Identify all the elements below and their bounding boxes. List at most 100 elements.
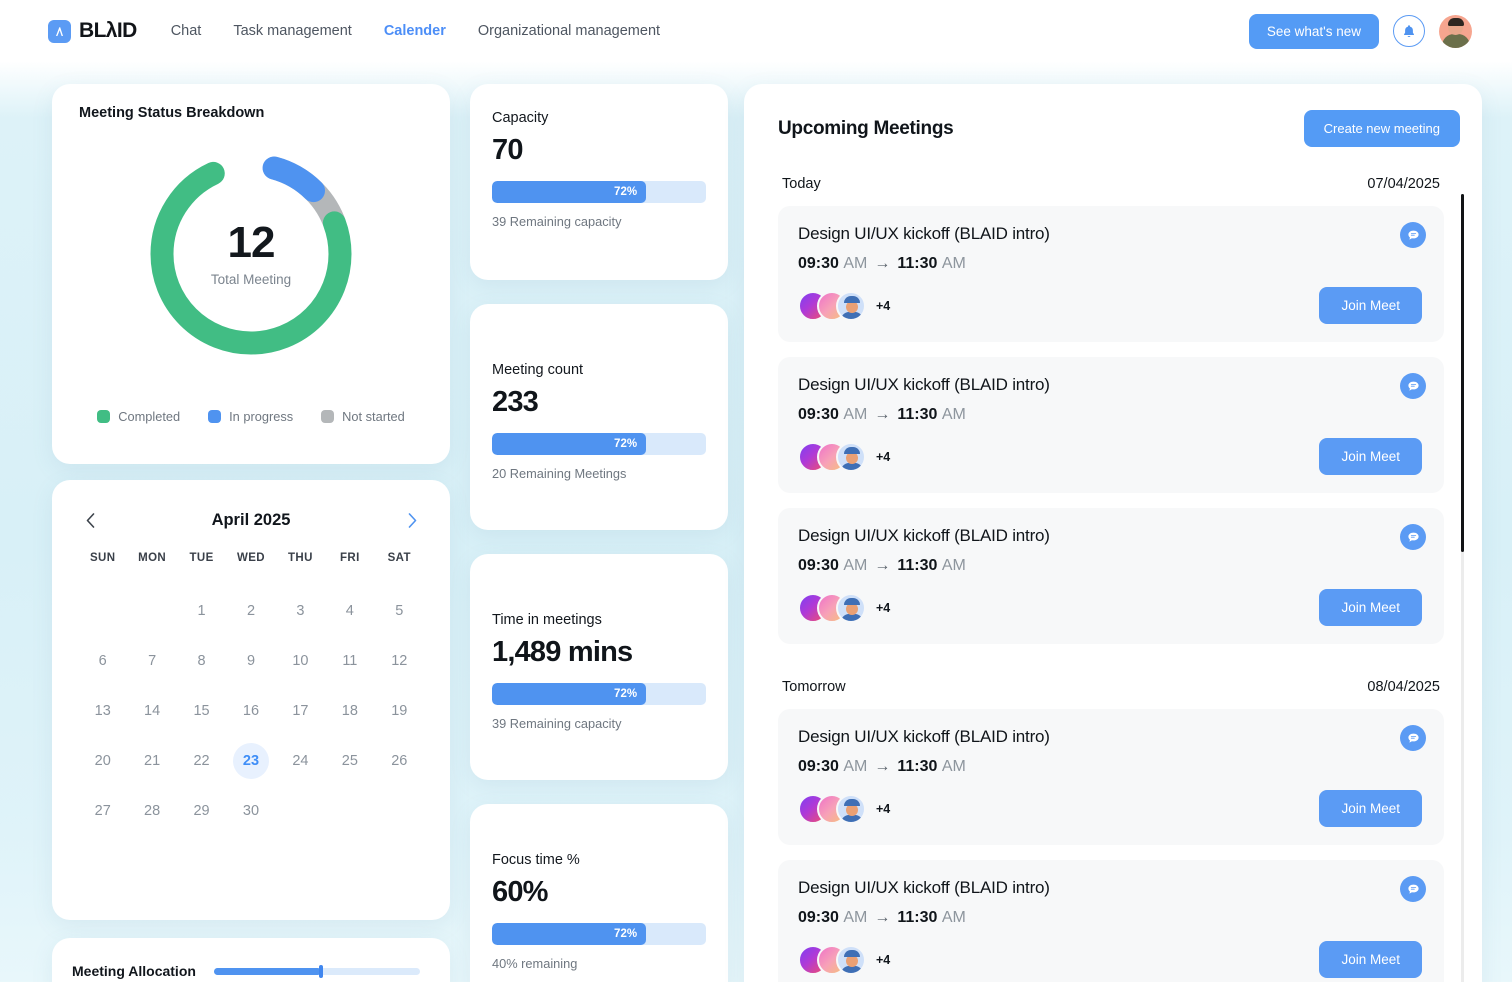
chat-bubble-icon (1407, 733, 1419, 743)
calendar-prev-button[interactable] (78, 508, 102, 532)
see-whats-new-button[interactable]: See what's new (1248, 13, 1379, 49)
stat-progress-fill-time-in-meetings: 72% (492, 683, 647, 705)
calendar-day-label: 22 (193, 753, 210, 769)
meetings-scrollbar[interactable] (1461, 194, 1464, 982)
calendar-day-13[interactable]: 13 (78, 686, 127, 736)
calendar-day-3[interactable]: 3 (276, 586, 325, 636)
meeting-end-time: 11:30 (897, 255, 938, 272)
calendar-day-4[interactable]: 4 (325, 586, 374, 636)
calendar-day-27[interactable]: 27 (78, 786, 127, 836)
meeting-chat-button[interactable] (1400, 725, 1426, 751)
calendar-day-25[interactable]: 25 (325, 736, 374, 786)
calendar-day-22[interactable]: 22 (177, 736, 226, 786)
calendar-day-20[interactable]: 20 (78, 736, 127, 786)
meeting-start-ampm: AM (843, 909, 868, 926)
brand-logo[interactable]: BLλID (48, 19, 137, 43)
nav-item-task-management[interactable]: Task management (233, 23, 352, 39)
stat-label-capacity: Capacity (492, 110, 549, 126)
meeting-chat-button[interactable] (1400, 524, 1426, 550)
stat-label-meeting-count: Meeting count (492, 362, 584, 378)
avatar-stack (798, 592, 866, 623)
calendar-day-11[interactable]: 11 (325, 636, 374, 686)
join-meet-button[interactable]: Join Meet (1319, 438, 1422, 475)
calendar-day-29[interactable]: 29 (177, 786, 226, 836)
meeting-attendees[interactable]: +4 (798, 592, 890, 623)
calendar-next-button[interactable] (400, 508, 424, 532)
donut-segment-completed (150, 153, 352, 355)
meeting-footer: +4 Join Meet (798, 941, 1422, 978)
stat-progress-percent-capacity: 72% (614, 186, 638, 198)
nav-item-organizational-management[interactable]: Organizational management (477, 23, 661, 39)
calendar-day-17[interactable]: 17 (276, 686, 325, 736)
calendar-day-19[interactable]: 19 (375, 686, 424, 736)
meeting-card[interactable]: Design UI/UX kickoff (BLAID intro) 09:30 … (778, 357, 1444, 493)
meeting-end-ampm: AM (941, 909, 966, 926)
nav-item-chat[interactable]: Chat (170, 23, 202, 39)
legend-label-not-started: Not started (342, 409, 405, 424)
lambda-icon (48, 19, 71, 43)
join-meet-button[interactable]: Join Meet (1319, 287, 1422, 324)
calendar-day-14[interactable]: 14 (127, 686, 176, 736)
calendar-dayname-sat: SAT (387, 552, 411, 564)
arrow-right-icon: → (874, 255, 891, 272)
calendar-day-label: 27 (94, 803, 111, 819)
join-meet-button[interactable]: Join Meet (1319, 589, 1422, 626)
meeting-time: 09:30 AM → 11:30 AM (798, 758, 1422, 776)
avatar-body (1441, 33, 1470, 48)
attendee-overflow-count: +4 (876, 801, 891, 816)
meeting-start-ampm: AM (843, 406, 868, 423)
meeting-card[interactable]: Design UI/UX kickoff (BLAID intro) 09:30 … (778, 860, 1444, 982)
calendar-day-5[interactable]: 5 (375, 586, 424, 636)
avatar-stack (798, 793, 866, 824)
bell-icon (1403, 24, 1415, 37)
stat-card-capacity: Capacity 70 72% 39 Remaining capacity (470, 84, 728, 280)
join-meet-button[interactable]: Join Meet (1319, 941, 1422, 978)
meeting-allocation-handle[interactable] (319, 964, 324, 978)
meetings-scrollbar-thumb[interactable] (1461, 194, 1464, 552)
meeting-start-ampm: AM (843, 758, 868, 775)
calendar-day-18[interactable]: 18 (325, 686, 374, 736)
calendar-day-23[interactable]: 23 (226, 736, 275, 786)
stat-progress-focus-time: 72% (492, 923, 706, 945)
meeting-time: 09:30 AM → 11:30 AM (798, 557, 1422, 575)
calendar-day-21[interactable]: 21 (127, 736, 176, 786)
notification-bell-button[interactable] (1393, 15, 1425, 47)
meeting-attendees[interactable]: +4 (798, 290, 890, 321)
calendar-day-7[interactable]: 7 (127, 636, 176, 686)
calendar-day-12[interactable]: 12 (375, 636, 424, 686)
calendar-day-26[interactable]: 26 (375, 736, 424, 786)
meeting-chat-button[interactable] (1400, 876, 1426, 902)
meeting-attendees[interactable]: +4 (798, 441, 890, 472)
join-meet-button[interactable]: Join Meet (1319, 790, 1422, 827)
calendar-day-2[interactable]: 2 (226, 586, 275, 636)
calendar-day-label: 26 (391, 753, 408, 769)
upcoming-meetings-title: Upcoming Meetings (778, 117, 954, 139)
create-new-meeting-button[interactable]: Create new meeting (1303, 110, 1460, 147)
calendar-day-28[interactable]: 28 (127, 786, 176, 836)
calendar-day-1[interactable]: 1 (177, 586, 226, 636)
meeting-title: Design UI/UX kickoff (BLAID intro) (798, 224, 1050, 243)
meeting-attendees[interactable]: +4 (798, 793, 891, 824)
meeting-chat-button[interactable] (1400, 373, 1426, 399)
meetings-day-date: 07/04/2025 (1367, 176, 1440, 192)
user-avatar[interactable] (1439, 14, 1472, 48)
meeting-allocation-slider[interactable] (213, 964, 420, 978)
calendar-day-24[interactable]: 24 (276, 736, 325, 786)
meeting-chat-button[interactable] (1400, 222, 1426, 248)
meeting-end-time: 11:30 (897, 758, 938, 775)
calendar-day-16[interactable]: 16 (226, 686, 275, 736)
calendar-day-8[interactable]: 8 (177, 636, 226, 686)
meeting-card[interactable]: Design UI/UX kickoff (BLAID intro) 09:30 … (778, 709, 1444, 845)
meeting-card[interactable]: Design UI/UX kickoff (BLAID intro) 09:30 … (778, 206, 1444, 342)
meeting-card[interactable]: Design UI/UX kickoff (BLAID intro) 09:30 … (778, 508, 1444, 644)
calendar-day-6[interactable]: 6 (78, 636, 127, 686)
meeting-end-time: 11:30 (897, 909, 938, 926)
calendar-day-15[interactable]: 15 (177, 686, 226, 736)
stat-value-focus-time: 60% (492, 876, 548, 908)
calendar-day-30[interactable]: 30 (226, 786, 275, 836)
nav-item-calender[interactable]: Calender (383, 23, 446, 39)
calendar-day-10[interactable]: 10 (276, 636, 325, 686)
legend-label-in-progress: In progress (229, 409, 294, 424)
meeting-attendees[interactable]: +4 (798, 944, 890, 975)
calendar-day-9[interactable]: 9 (226, 636, 275, 686)
